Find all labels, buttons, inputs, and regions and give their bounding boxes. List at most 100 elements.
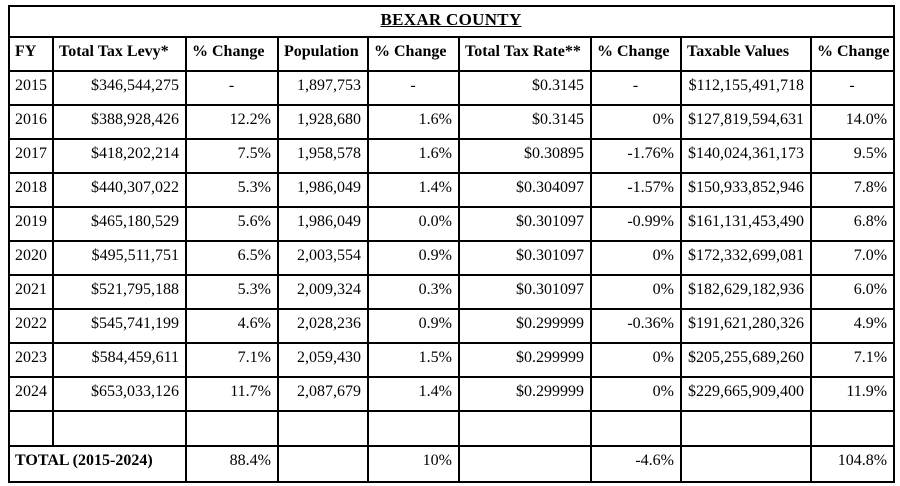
value-cell: - [185, 70, 279, 106]
value-cell: 11.9% [809, 376, 896, 412]
value-cell: 14.0% [809, 104, 896, 140]
value-cell: $172,332,699,081 [680, 240, 812, 276]
value-cell: $0.301097 [458, 274, 592, 310]
value-cell: -0.36% [590, 308, 682, 344]
value-cell: $0.30895 [458, 138, 592, 174]
empty-cell [680, 410, 812, 447]
value-cell: 1.4% [367, 172, 460, 208]
column-header-levy-pct-change: % Change [185, 36, 279, 72]
value-cell: $584,459,611 [52, 342, 187, 378]
title-cell: BEXAR COUNTY [7, 5, 896, 38]
total-values-pct-change: 104.8% [809, 445, 896, 483]
empty-cell [185, 410, 279, 447]
value-cell: 4.9% [809, 308, 896, 344]
value-cell: $0.299999 [458, 376, 592, 412]
fy-cell: 2015 [8, 70, 54, 106]
total-rate-cell [458, 445, 592, 483]
value-cell: 5.3% [185, 274, 279, 310]
value-cell: - [367, 70, 460, 106]
value-cell: $440,307,022 [52, 172, 187, 208]
value-cell: 1,928,680 [277, 104, 369, 140]
column-header-population: Population [277, 36, 369, 72]
value-cell: 6.5% [185, 240, 279, 276]
value-cell: $495,511,751 [52, 240, 187, 276]
value-cell: 6.0% [809, 274, 896, 310]
value-cell: $0.3145 [458, 104, 592, 140]
empty-cell [8, 410, 54, 447]
value-cell: $0.299999 [458, 342, 592, 378]
table-row: 2016 $388,928,426 12.2% 1,928,680 1.6% $0.314… [8, 104, 896, 140]
total-values-cell [680, 445, 812, 483]
column-header-rate-pct-change: % Change [590, 36, 682, 72]
table-row: 2022 $545,741,199 4.6% 2,028,236 0.9% $0.2999… [8, 308, 896, 344]
value-cell: 0% [590, 104, 682, 140]
table-footer: TOTAL (2015-2024) 88.4% 10% -4.6% 104.8% [8, 445, 896, 483]
total-row: TOTAL (2015-2024) 88.4% 10% -4.6% 104.8% [8, 445, 896, 483]
value-cell: $112,155,491,718 [680, 70, 812, 106]
total-label: TOTAL (2015-2024) [8, 445, 187, 483]
value-cell: 2,087,679 [277, 376, 369, 412]
table-row: 2019 $465,180,529 5.6% 1,986,049 0.0% $0.3010… [8, 206, 896, 242]
table-row: 2015 $346,544,275-1,897,753- $0.3145- $112,… [8, 70, 896, 106]
title-row: BEXAR COUNTY [7, 5, 896, 38]
value-cell: - [590, 70, 682, 106]
value-cell: 11.7% [185, 376, 279, 412]
value-cell: 7.0% [809, 240, 896, 276]
value-cell: 0.9% [367, 308, 460, 344]
fy-cell: 2018 [8, 172, 54, 208]
value-cell: $545,741,199 [52, 308, 187, 344]
value-cell: $127,819,594,631 [680, 104, 812, 140]
value-cell: 12.2% [185, 104, 279, 140]
fy-cell: 2019 [8, 206, 54, 242]
value-cell: $418,202,214 [52, 138, 187, 174]
value-cell: 7.8% [809, 172, 896, 208]
column-header-population-pct-change: % Change [367, 36, 460, 72]
column-header-taxable-values: Taxable Values [680, 36, 812, 72]
value-cell: 0% [590, 376, 682, 412]
value-cell: 0% [590, 342, 682, 378]
total-population-cell [277, 445, 369, 483]
table-row: 2017 $418,202,214 7.5% 1,958,578 1.6% $0.3089… [8, 138, 896, 174]
value-cell: $0.304097 [458, 172, 592, 208]
value-cell: 1,897,753 [277, 70, 369, 106]
value-cell: $653,033,126 [52, 376, 187, 412]
value-cell: $191,621,280,326 [680, 308, 812, 344]
fy-cell: 2017 [8, 138, 54, 174]
empty-cell [590, 410, 682, 447]
value-cell: 0% [590, 274, 682, 310]
value-cell: $205,255,689,260 [680, 342, 812, 378]
empty-cell [809, 410, 896, 447]
value-cell: 4.6% [185, 308, 279, 344]
value-cell: 6.8% [809, 206, 896, 242]
table-row: 2018 $440,307,022 5.3% 1,986,049 1.4% $0.3040… [8, 172, 896, 208]
value-cell: $140,024,361,173 [680, 138, 812, 174]
value-cell: - [809, 70, 896, 106]
value-cell: 7.5% [185, 138, 279, 174]
value-cell: 0.3% [367, 274, 460, 310]
table-row: 2023 $584,459,611 7.1% 2,059,430 1.5% $0.2999… [8, 342, 896, 378]
empty-cell [52, 410, 187, 447]
empty-row [8, 410, 896, 447]
header-row: FY Total Tax Levy* % Change Population %… [8, 36, 896, 72]
total-levy-pct-change: 88.4% [185, 445, 279, 483]
total-rate-pct-change: -4.6% [590, 445, 682, 483]
value-cell: $229,665,909,400 [680, 376, 812, 412]
value-cell: $0.301097 [458, 240, 592, 276]
value-cell: 1.5% [367, 342, 460, 378]
column-header-total-tax-levy: Total Tax Levy* [52, 36, 187, 72]
value-cell: -0.99% [590, 206, 682, 242]
value-cell: 2,059,430 [277, 342, 369, 378]
value-cell: $465,180,529 [52, 206, 187, 242]
value-cell: 7.1% [185, 342, 279, 378]
table-row: 2021 $521,795,188 5.3% 2,009,324 0.3% $0.3010… [8, 274, 896, 310]
value-cell: 0.0% [367, 206, 460, 242]
value-cell: -1.76% [590, 138, 682, 174]
value-cell: $346,544,275 [52, 70, 187, 106]
fy-cell: 2020 [8, 240, 54, 276]
fy-cell: 2016 [8, 104, 54, 140]
total-population-pct-change: 10% [367, 445, 460, 483]
value-cell: 7.1% [809, 342, 896, 378]
value-cell: $182,629,182,936 [680, 274, 812, 310]
value-cell: 1,986,049 [277, 206, 369, 242]
